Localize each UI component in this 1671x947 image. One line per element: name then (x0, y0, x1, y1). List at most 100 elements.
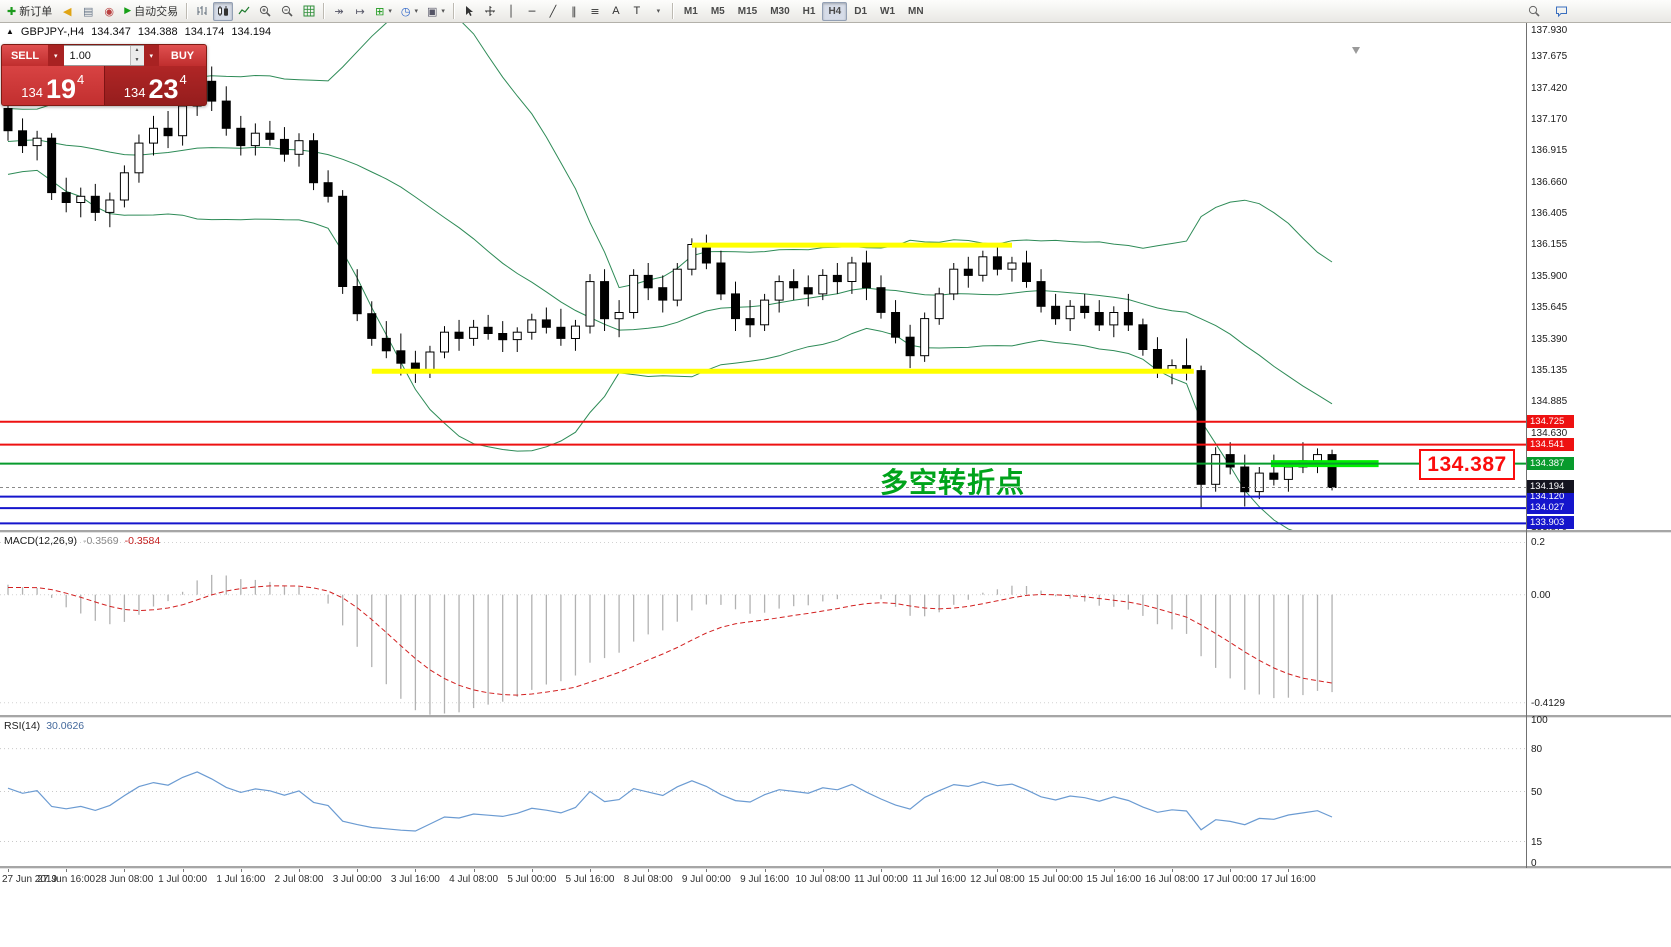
time-axis-label: 3 Jul 16:00 (390, 874, 440, 885)
timeframe-button-m5[interactable]: M5 (705, 2, 731, 21)
bar-chart-type-button[interactable] (192, 2, 212, 21)
volume-down-button[interactable]: ▼ (130, 55, 144, 65)
timeframe-button-h1[interactable]: H1 (797, 2, 822, 21)
bid-price-display[interactable]: 134 19 4 (2, 66, 105, 105)
price-axis-label: 135.900 (1531, 270, 1568, 282)
buy-button[interactable]: BUY (159, 45, 206, 66)
text-tool-button[interactable]: A (606, 2, 626, 21)
macd-signal-value: -0.3584 (124, 535, 161, 547)
macd-canvas[interactable] (0, 532, 1526, 715)
chevron-down-icon: ▾ (414, 8, 418, 15)
time-axis-tick (66, 868, 68, 872)
line-chart-type-button[interactable] (234, 2, 254, 21)
grid-icon (303, 5, 315, 17)
autotrading-play-icon: ▶ (124, 5, 132, 16)
community-button[interactable]: ◉ (99, 2, 119, 21)
tile-windows-button[interactable] (299, 2, 319, 21)
timeframe-button-m30[interactable]: M30 (764, 2, 795, 21)
rsi-title: RSI(14) (4, 720, 41, 732)
chart-shift-icon: ↦ (355, 4, 365, 18)
crosshair-tool-button[interactable] (480, 2, 500, 21)
price-axis-label: 134.630 (1531, 427, 1568, 439)
time-axis-label: 3 Jul 00:00 (332, 874, 382, 885)
label-tool-button[interactable]: T (627, 2, 647, 21)
chat-button[interactable] (1551, 2, 1572, 21)
price-axis-label: 137.675 (1531, 51, 1568, 63)
search-button[interactable] (1524, 2, 1545, 21)
rsi-canvas[interactable] (0, 717, 1526, 866)
autotrading-button[interactable]: ▶ 自动交易 (120, 2, 182, 21)
price-axis-label: 134.885 (1531, 396, 1568, 408)
indicators-button[interactable]: ⊞ ▾ (371, 2, 396, 21)
arrows-tool-button[interactable]: ▾ (648, 2, 668, 21)
fibonacci-tool-button[interactable]: ≡ (585, 2, 605, 21)
volume-input[interactable] (63, 46, 130, 65)
time-axis-label: 1 Jul 00:00 (158, 874, 208, 885)
toolbar-separator (671, 3, 674, 19)
vertical-line-icon: │ (507, 4, 515, 18)
auto-scroll-button[interactable]: ↠ (329, 2, 349, 21)
bar-chart-icon (197, 6, 207, 15)
globe-icon: ◉ (104, 4, 115, 18)
channel-tool-button[interactable]: ∥ (564, 2, 584, 21)
time-axis-label: 9 Jul 16:00 (740, 874, 790, 885)
horizontal-line-tool-button[interactable]: ─ (522, 2, 542, 21)
timeframe-button-m1[interactable]: M1 (678, 2, 704, 21)
sell-options-caret[interactable]: ▾ (48, 45, 64, 66)
templates-button[interactable]: ▣ ▾ (423, 2, 449, 21)
timeframe-button-m15[interactable]: M15 (732, 2, 763, 21)
trendline-tool-button[interactable]: ╱ (543, 2, 563, 21)
time-axis-splitter[interactable] (0, 866, 1671, 869)
macd-label: MACD(12,26,9) -0.3569 -0.3584 (4, 535, 160, 547)
label-tool-icon: T (633, 5, 641, 17)
macd-axis-label: 0.00 (1531, 589, 1551, 601)
time-axis-label: 17 Jul 16:00 (1261, 874, 1316, 885)
horizontal-line-icon: ─ (528, 4, 536, 18)
ohlc-low: 134.174 (184, 26, 225, 38)
volume-up-button[interactable]: ▲ (130, 46, 144, 56)
price-level-tag: 134.387 (1527, 456, 1574, 470)
zoom-out-button[interactable] (277, 2, 298, 21)
timeframe-button-mn[interactable]: MN (902, 2, 930, 21)
rsi-label: RSI(14) 30.0626 (4, 720, 84, 732)
timeframe-button-w1[interactable]: W1 (874, 2, 901, 21)
rsi-panel-splitter[interactable] (0, 715, 1671, 718)
time-axis-tick (822, 868, 824, 872)
timeframe-button-d1[interactable]: D1 (848, 2, 873, 21)
price-axis[interactable]: 137.930 137.675 137.420 137.170 136.915 136.6… (1526, 22, 1671, 869)
line-chart-icon (238, 6, 250, 15)
alerts-button[interactable]: ◀ (57, 2, 77, 21)
time-axis-tick (299, 868, 300, 872)
price-axis-label: 136.660 (1531, 176, 1568, 188)
chevron-down-icon: ▾ (656, 8, 661, 15)
toolbar-right-group (1524, 2, 1572, 21)
search-icon (1528, 5, 1540, 17)
ohlc-high: 134.388 (137, 26, 178, 38)
chevron-down-icon: ▾ (388, 8, 392, 15)
bid-pipette: 4 (77, 72, 85, 87)
chart-shift-button[interactable]: ↦ (350, 2, 370, 21)
ohlc-open: 134.347 (91, 26, 131, 38)
vertical-line-tool-button[interactable]: │ (501, 2, 521, 21)
main-chart-canvas[interactable] (0, 22, 1526, 530)
zoom-out-icon (282, 5, 293, 17)
sell-button[interactable]: SELL (2, 45, 48, 66)
buy-options-caret[interactable]: ▾ (143, 45, 160, 66)
periods-button[interactable]: ◷ ▾ (397, 2, 422, 21)
price-axis-label: 136.915 (1531, 145, 1568, 157)
zoom-in-icon (260, 5, 271, 17)
candlestick-type-button[interactable] (213, 1, 234, 21)
ask-price-display[interactable]: 134 23 4 (104, 66, 206, 105)
timeframe-button-h4[interactable]: H4 (822, 1, 848, 21)
symbol-name: GBPJPY-,H4 (20, 26, 85, 38)
macd-panel-splitter[interactable] (0, 530, 1671, 533)
time-axis-tick (1230, 868, 1232, 872)
zoom-in-button[interactable] (255, 2, 276, 21)
chart-window-button[interactable]: ▤ (78, 2, 98, 21)
time-axis-tick (182, 868, 184, 872)
time-axis-label: 15 Jul 00:00 (1028, 874, 1083, 885)
cursor-tool-button[interactable] (459, 2, 479, 21)
time-axis[interactable]: 27 Jun 2019 27 Jun 16:00 28 Jun 08:00 1 Jul… (0, 868, 1526, 894)
new-order-button[interactable]: ✚ 新订单 (3, 2, 56, 21)
time-axis-tick (706, 868, 708, 872)
